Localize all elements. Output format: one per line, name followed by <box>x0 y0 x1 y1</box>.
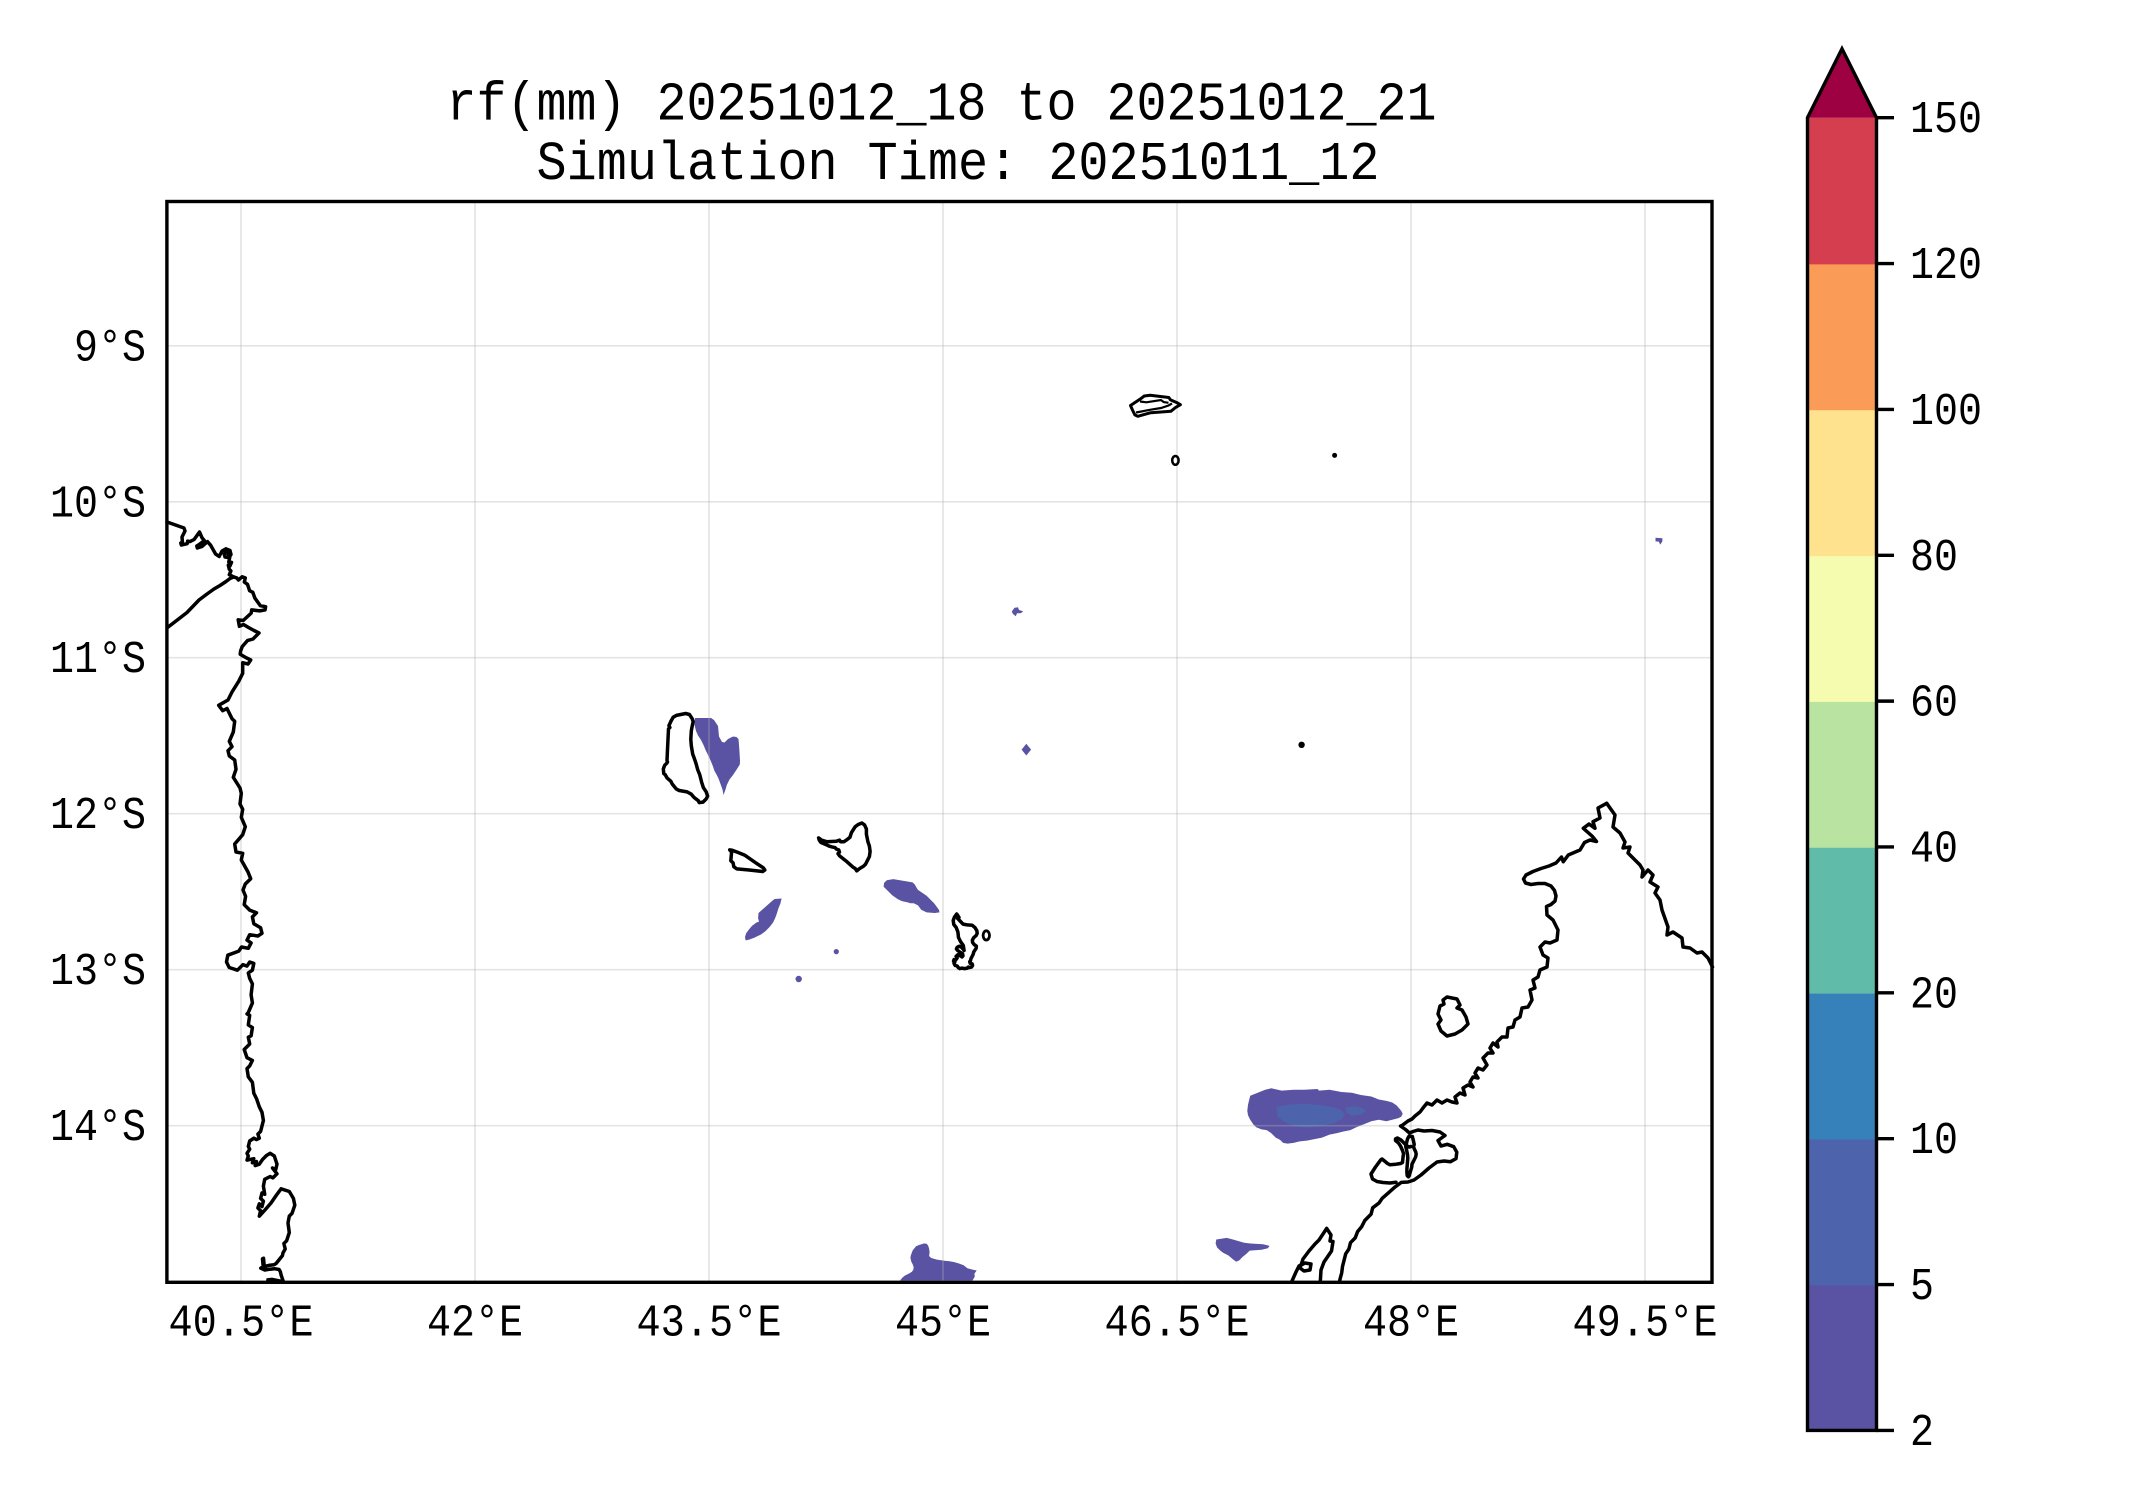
svg-text:11°S: 11°S <box>50 635 146 686</box>
svg-text:46.5°E: 46.5°E <box>1105 1299 1250 1350</box>
svg-text:10: 10 <box>1910 1116 1958 1167</box>
svg-text:20: 20 <box>1910 970 1958 1021</box>
svg-text:80: 80 <box>1910 533 1958 584</box>
svg-text:10°S: 10°S <box>50 479 146 530</box>
svg-text:14°S: 14°S <box>50 1103 146 1154</box>
svg-text:13°S: 13°S <box>50 947 146 998</box>
svg-text:150: 150 <box>1910 95 1982 146</box>
svg-text:45°E: 45°E <box>895 1299 991 1350</box>
svg-text:49.5°E: 49.5°E <box>1573 1299 1718 1350</box>
svg-text:42°E: 42°E <box>427 1299 523 1350</box>
svg-text:rf(mm) 20251012_18 to 20251012: rf(mm) 20251012_18 to 20251012_21 <box>447 74 1437 137</box>
svg-text:9°S: 9°S <box>74 323 146 374</box>
svg-text:43.5°E: 43.5°E <box>637 1299 782 1350</box>
svg-text:2: 2 <box>1910 1408 1934 1459</box>
svg-text:48°E: 48°E <box>1363 1299 1459 1350</box>
svg-text:12°S: 12°S <box>50 791 146 842</box>
svg-text:5: 5 <box>1910 1262 1934 1313</box>
svg-text:40.5°E: 40.5°E <box>169 1299 314 1350</box>
svg-text:40: 40 <box>1910 824 1958 875</box>
svg-text:60: 60 <box>1910 679 1958 730</box>
svg-text:120: 120 <box>1910 241 1982 292</box>
svg-text:Simulation Time: 20251011_12: Simulation Time: 20251011_12 <box>537 133 1380 196</box>
svg-text:100: 100 <box>1910 387 1982 438</box>
